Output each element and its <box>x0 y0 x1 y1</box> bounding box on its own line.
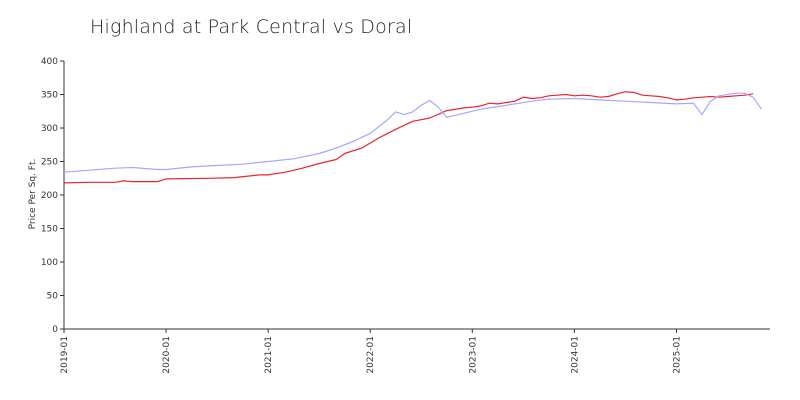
series-line-1 <box>63 91 754 184</box>
y-tick-label: 300 <box>41 124 58 134</box>
y-tick-label: 0 <box>52 325 58 335</box>
x-tick-label: 2020-01 <box>162 336 172 374</box>
x-tick-label: 2023-01 <box>468 336 478 374</box>
y-tick-label: 50 <box>47 292 59 302</box>
y-tick-label: 350 <box>41 91 58 101</box>
x-tick-label: 2024-01 <box>570 336 580 374</box>
axes: 0 50 100 150 200 250 300 350 400 2019-01 2020-01 20… <box>41 57 770 374</box>
y-tick-label: 250 <box>41 158 58 168</box>
x-tick-label: 2022-01 <box>366 336 376 374</box>
y-tick-label: 150 <box>41 225 58 235</box>
series-line-2 <box>63 92 762 173</box>
y-tick-label: 400 <box>41 57 58 67</box>
x-tick-label: 2021-01 <box>264 336 274 374</box>
y-axis-title: Price Per Sq. Ft. <box>28 159 38 230</box>
chart-title: Highland at Park Central vs Doral <box>90 16 413 38</box>
y-tick-label: 100 <box>41 258 58 268</box>
x-tick-label: 2019-01 <box>60 336 70 374</box>
series-group <box>63 91 762 184</box>
y-tick-label: 200 <box>41 191 58 201</box>
x-tick-label: 2025-01 <box>672 336 682 374</box>
